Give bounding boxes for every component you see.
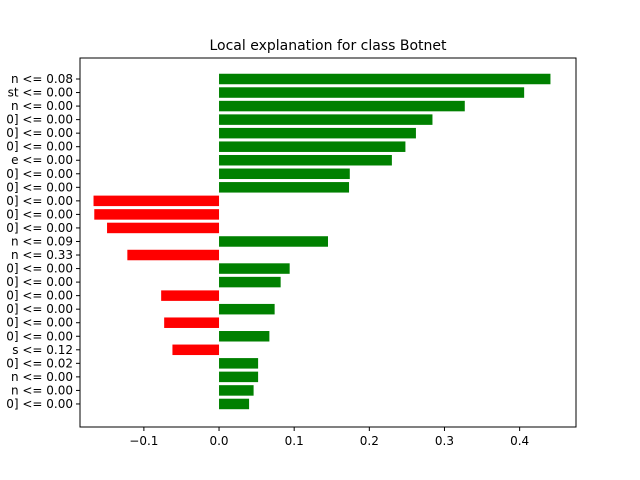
y-tick-label: 0] <= 0.00 (6, 262, 73, 276)
bar (94, 209, 220, 220)
bar (219, 276, 281, 288)
bar (107, 222, 220, 234)
bar (219, 358, 259, 369)
bar (219, 73, 551, 85)
bar (219, 182, 350, 193)
bar (219, 236, 328, 247)
y-tick-label: n <= 0.33 (11, 248, 73, 262)
x-tick-label: 0.1 (285, 434, 304, 448)
y-tick-label: 0] <= 0.00 (6, 126, 73, 140)
x-tick-label: 0.2 (360, 434, 379, 448)
bar (127, 249, 220, 261)
y-tick-label: 0] <= 0.00 (6, 316, 73, 330)
x-tick-label: −0.1 (129, 434, 158, 448)
y-tick-label: n <= 0.00 (11, 99, 73, 113)
y-tick-label: e <= 0.00 (11, 153, 73, 167)
bar (164, 317, 220, 328)
bar (172, 344, 220, 356)
y-tick-label: 0] <= 0.00 (6, 302, 73, 316)
bar (161, 290, 220, 301)
y-tick-label: 0] <= 0.00 (6, 167, 73, 181)
bar (219, 100, 465, 112)
bar (219, 141, 406, 152)
y-tick-label: 0] <= 0.02 (6, 356, 73, 370)
y-tick-label: 0] <= 0.00 (6, 113, 73, 127)
y-tick-label: 0] <= 0.00 (6, 275, 73, 289)
x-tick-label: 0.4 (510, 434, 529, 448)
bars (93, 73, 551, 410)
y-tick-label: n <= 0.09 (11, 234, 73, 248)
y-tick-label: s <= 0.12 (12, 343, 73, 357)
y-tick-label: n <= 0.00 (11, 383, 73, 397)
bar (219, 87, 525, 98)
x-tick-label: 0.3 (435, 434, 454, 448)
bar (219, 371, 259, 383)
bar (219, 114, 433, 125)
y-tick-label: 0] <= 0.00 (6, 329, 73, 343)
chart-title: Local explanation for class Botnet (209, 38, 447, 54)
y-tick-label: st <= 0.00 (8, 86, 73, 100)
bar (219, 331, 270, 342)
bar (219, 168, 350, 180)
x-tick-label: 0.0 (209, 434, 228, 448)
y-tick-label: 0] <= 0.00 (6, 194, 73, 208)
x-ticks: −0.1 0.0 0.1 0.2 0.3 0.4 (129, 427, 529, 448)
y-tick-label: 0] <= 0.00 (6, 207, 73, 221)
bar (219, 303, 275, 315)
y-tick-label: 0] <= 0.00 (6, 289, 73, 303)
bar (93, 195, 220, 207)
y-tick-label: 0] <= 0.00 (6, 180, 73, 194)
y-tick-label: n <= 0.00 (11, 370, 73, 384)
y-tick-label: 0] <= 0.00 (6, 397, 73, 411)
plot-frame (79, 57, 577, 428)
y-tick-label: 0] <= 0.00 (6, 221, 73, 235)
bar (219, 127, 416, 139)
bar (219, 398, 250, 410)
bar (219, 263, 290, 274)
bar (219, 154, 392, 166)
y-tick-label: n <= 0.08 (11, 72, 73, 86)
y-tick-label: 0] <= 0.00 (6, 140, 73, 154)
bar (219, 385, 254, 396)
